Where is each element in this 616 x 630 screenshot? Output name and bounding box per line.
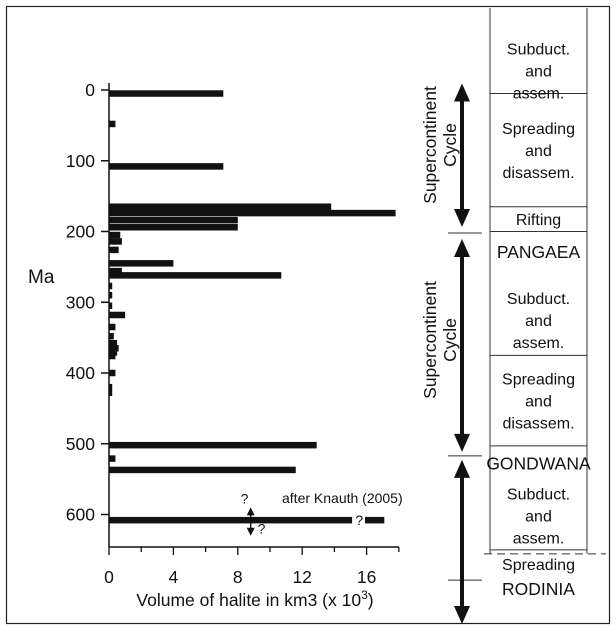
halite-bar (109, 455, 116, 462)
halite-bar (109, 90, 224, 97)
cycle-stage-label: Spreading (502, 557, 575, 574)
supercontinent-name: PANGAEA (497, 242, 581, 262)
halite-bar (109, 231, 121, 239)
halite-bar (109, 311, 126, 319)
cycle-stage-label: assem. (513, 86, 565, 103)
x-axis-label-main: Volume of halite in km3 (x 10 (136, 590, 361, 610)
question-mark: ? (258, 521, 266, 537)
y-tick-label: 0 (85, 80, 95, 100)
bottom-cycle-arrow-head-down (454, 606, 470, 624)
halite-bar (109, 282, 113, 290)
x-tick-label: 12 (292, 567, 311, 587)
halite-bar (109, 291, 113, 299)
halite-bar (109, 209, 396, 217)
cycle-stage-label: and (525, 394, 552, 411)
y-tick-label: 300 (66, 292, 95, 312)
halite-bar (109, 260, 174, 267)
halite-bar (109, 389, 113, 397)
cycle-stage-label: Spreading (502, 121, 575, 138)
upper-cycle-arrow-head-up (454, 83, 470, 102)
y-tick-label: 500 (66, 434, 95, 454)
uncertain-data: ??? (109, 490, 385, 537)
upper-cycle-label: Supercontinent Cycle (420, 86, 460, 204)
halite-bar (109, 267, 122, 275)
halite-bar (109, 203, 332, 210)
cycle-stage-label: Spreading (502, 372, 575, 389)
y-tick-label: 400 (66, 363, 95, 383)
halite-bar (109, 340, 118, 347)
halite-bar (109, 349, 118, 356)
uncertainty-arrow-down (246, 527, 255, 536)
halite-bar (109, 216, 238, 224)
x-ticks: 0 4 8 12 16 (104, 547, 400, 587)
halite-bar (109, 302, 113, 310)
halite-bar (109, 323, 116, 331)
cycle-stage-label: assem. (513, 335, 565, 352)
question-mark: ? (355, 512, 363, 528)
cycle-stage-label: disassem. (502, 165, 574, 182)
y-tick-label: 600 (66, 505, 95, 525)
halite-bar (109, 163, 224, 170)
halite-bar (109, 272, 282, 279)
halite-bar (109, 246, 119, 254)
x-axis-label: Volume of halite in km3 (x 103) (136, 588, 373, 610)
y-axis-label: Ma (28, 267, 55, 288)
halite-bar (109, 224, 238, 231)
cycle-stage-label: Rifting (516, 212, 561, 229)
supercontinent-name: GONDWANA (486, 454, 591, 474)
cycle-label-line2: Cycle (440, 123, 460, 167)
x-tick-label: 16 (357, 567, 376, 587)
halite-bars (109, 90, 396, 474)
upper-cycle-arrow-head-down (454, 209, 470, 228)
cycle-stage-label: Subduct. (507, 487, 570, 504)
halite-bar (109, 352, 116, 360)
x-tick-label: 8 (233, 567, 243, 587)
halite-bar (109, 466, 296, 474)
halite-bar (109, 441, 317, 449)
cycle-stage-label: Subduct. (507, 42, 570, 59)
uncertain-halite-bar (109, 516, 353, 524)
source-annotation: after Knauth (2005) (282, 490, 403, 506)
halite-bar (109, 120, 116, 128)
supercontinent-cycle-panel: Subduct. and assem. Spreading and disassem. Ri… (420, 8, 606, 624)
x-tick-label: 0 (104, 567, 114, 587)
x-tick-label: 4 (169, 567, 179, 587)
x-axis-label-tail: ) (368, 590, 374, 610)
y-ticks: 0 100 200 300 400 500 600 (66, 80, 109, 525)
cycle-label-line1: Supercontinent (420, 281, 440, 399)
y-tick-label: 200 (66, 222, 95, 242)
uncertainty-arrow-up (246, 507, 255, 516)
cycle-stage-label: and (525, 64, 552, 81)
lower-cycle-arrow-head-down (454, 433, 470, 452)
cycle-stage-label: and (525, 509, 552, 526)
halite-bar (109, 332, 114, 340)
halite-bar (109, 369, 116, 377)
halite-bar (109, 383, 113, 391)
halite-bar (109, 344, 119, 352)
question-mark: ? (241, 490, 249, 506)
uncertain-halite-bar (364, 516, 385, 524)
cycle-label-line1: Supercontinent (420, 86, 440, 204)
x-axis-label-superscript: 3 (361, 588, 368, 602)
cycle-stage-label: Subduct. (507, 291, 570, 308)
halite-bar-chart: 0 100 200 300 400 500 600 0 4 8 12 16 ??? Ma Volum… (28, 80, 403, 610)
cycle-stage-label: assem. (513, 531, 565, 548)
cycle-stage-label: and (525, 143, 552, 160)
supercontinent-name: RODINIA (502, 579, 575, 599)
cycle-stage-label: and (525, 313, 552, 330)
bottom-cycle-arrow-head-up (454, 459, 470, 478)
lower-cycle-label: Supercontinent Cycle (420, 281, 460, 399)
y-tick-label: 100 (66, 151, 95, 171)
lower-cycle-arrow-head-up (454, 239, 470, 258)
cycle-stage-label: disassem. (502, 416, 574, 433)
cycle-label-line2: Cycle (440, 318, 460, 362)
halite-bar (109, 238, 122, 245)
